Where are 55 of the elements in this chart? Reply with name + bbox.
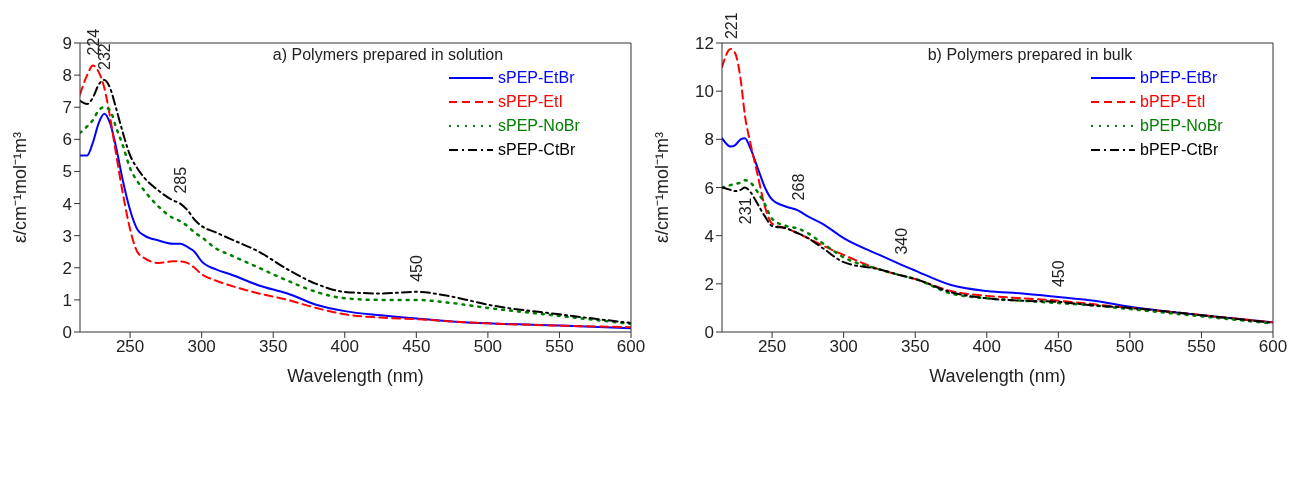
x-axis-title: Wavelength (nm): [287, 366, 424, 386]
annotation: 450: [1050, 260, 1068, 288]
y-tick-label: 10: [695, 82, 714, 102]
x-tick-label: 550: [545, 337, 574, 357]
y-tick-label: 0: [704, 323, 714, 343]
y-tick-label: 3: [62, 226, 72, 246]
y-tick-label: 6: [704, 178, 714, 198]
y-tick-label: 12: [695, 34, 714, 54]
y-tick-label: 4: [704, 226, 714, 246]
x-tick-label: 350: [901, 337, 930, 357]
y-tick-label: 5: [62, 162, 72, 182]
y-tick-label: 7: [62, 98, 72, 118]
x-tick-label: 550: [1187, 337, 1216, 357]
annotation: 221: [722, 12, 740, 40]
annotation: 285: [172, 166, 190, 194]
annotation: 231: [736, 197, 754, 225]
annotation: 340: [892, 227, 910, 255]
y-axis-title: ε/cm⁻¹mol⁻¹m³: [652, 131, 673, 243]
legend-label: sPEP-NoBr: [498, 116, 580, 136]
x-axis-title: Wavelength (nm): [929, 366, 1066, 386]
y-tick-label: 8: [62, 66, 72, 86]
legend-label: bPEP-EtBr: [1140, 68, 1218, 88]
y-tick-label: 2: [704, 274, 714, 294]
legend-label: sPEP-CtBr: [498, 140, 576, 160]
x-tick-label: 500: [473, 337, 503, 357]
annotation: 450: [408, 255, 426, 282]
x-tick-label: 400: [972, 337, 1001, 357]
line-series: [722, 48, 1273, 324]
y-tick-label: 0: [62, 323, 72, 343]
x-tick-label: 250: [115, 337, 145, 357]
x-tick-label: 600: [1258, 337, 1288, 357]
x-tick-label: 450: [1044, 337, 1073, 357]
x-tick-label: 300: [187, 337, 216, 357]
legend-label: sPEP-EtBr: [498, 68, 575, 88]
y-tick-label: 9: [62, 34, 72, 54]
x-tick-label: 300: [829, 337, 858, 357]
annotation: 268: [789, 173, 807, 201]
legend-label: bPEP-EtI: [1140, 92, 1206, 112]
legend-label: bPEP-NoBr: [1140, 116, 1223, 136]
y-tick-label: 1: [62, 290, 72, 310]
x-tick-label: 600: [616, 337, 646, 357]
x-tick-label: 500: [1115, 337, 1145, 357]
legend-label: bPEP-CtBr: [1140, 140, 1219, 160]
x-tick-label: 250: [757, 337, 787, 357]
legend-label: sPEP-EtI: [498, 92, 563, 112]
y-tick-label: 4: [62, 194, 72, 214]
y-tick-label: 2: [62, 258, 72, 278]
x-tick-label: 450: [402, 337, 431, 357]
y-tick-label: 6: [62, 130, 72, 150]
chart-title: a) Polymers prepared in solution: [272, 46, 504, 63]
y-axis-title: ε/cm⁻¹mol⁻¹m³: [10, 131, 31, 243]
chart-title: b) Polymers prepared in bulk: [927, 46, 1133, 63]
x-tick-label: 400: [330, 337, 359, 357]
x-tick-label: 350: [259, 337, 288, 357]
y-tick-label: 8: [704, 130, 714, 150]
